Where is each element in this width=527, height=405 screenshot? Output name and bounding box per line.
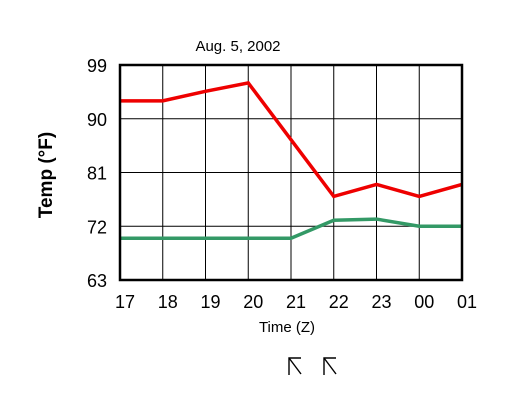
chart-title: Aug. 5, 2002 [195,38,280,55]
y-tick-label: 90 [87,110,107,130]
corner-arrow-icon[interactable] [286,355,304,377]
x-tick-label: 00 [414,292,434,312]
x-tick-label: 23 [371,292,391,312]
y-tick-label: 99 [87,56,107,76]
grid [120,65,462,280]
x-axis-label: Time (Z) [259,319,315,336]
y-tick-label: 72 [87,217,107,237]
x-tick-label: 17 [115,292,135,312]
x-tick-label: 21 [286,292,306,312]
x-tick-label: 19 [200,292,220,312]
plot-frame [118,63,464,282]
x-tick-label: 20 [243,292,263,312]
x-tick-label: 18 [158,292,178,312]
y-axis-label: Temp (°F) [36,132,57,218]
x-tick-label: 22 [329,292,349,312]
corner-arrow-glyph [323,357,337,375]
series-line [120,217,462,240]
x-tick-label: 01 [457,292,477,312]
series-line [120,80,463,199]
y-tick-labels: 63 72 81 90 99 [87,56,107,291]
y-tick-label: 81 [87,164,107,184]
corner-arrow-icon[interactable] [321,355,339,377]
y-tick-label: 63 [87,271,107,291]
corner-arrow-glyph [288,357,302,375]
x-tick-labels: 17 18 19 20 21 22 23 00 01 [115,292,477,312]
series-layer [120,80,463,240]
